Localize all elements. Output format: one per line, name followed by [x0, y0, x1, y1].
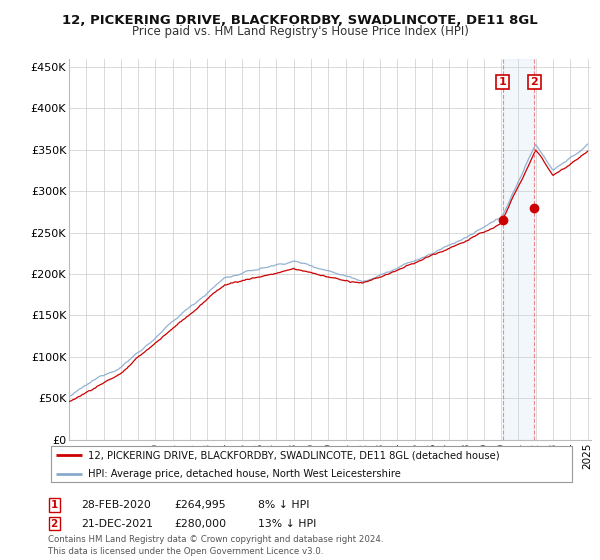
Text: 12, PICKERING DRIVE, BLACKFORDBY, SWADLINCOTE, DE11 8GL (detached house): 12, PICKERING DRIVE, BLACKFORDBY, SWADLI… — [88, 450, 499, 460]
Text: HPI: Average price, detached house, North West Leicestershire: HPI: Average price, detached house, Nort… — [88, 469, 400, 479]
Text: £264,995: £264,995 — [174, 500, 226, 510]
Bar — [503, 59, 534, 440]
Text: 28-FEB-2020: 28-FEB-2020 — [81, 500, 151, 510]
Text: £280,000: £280,000 — [174, 519, 226, 529]
Text: Contains HM Land Registry data © Crown copyright and database right 2024.
This d: Contains HM Land Registry data © Crown c… — [48, 535, 383, 556]
FancyBboxPatch shape — [50, 446, 572, 482]
Text: 13% ↓ HPI: 13% ↓ HPI — [258, 519, 316, 529]
Text: 8% ↓ HPI: 8% ↓ HPI — [258, 500, 310, 510]
Text: 1: 1 — [499, 77, 506, 87]
Text: 21-DEC-2021: 21-DEC-2021 — [81, 519, 153, 529]
Text: 2: 2 — [50, 519, 58, 529]
Text: Price paid vs. HM Land Registry's House Price Index (HPI): Price paid vs. HM Land Registry's House … — [131, 25, 469, 38]
Text: 12, PICKERING DRIVE, BLACKFORDBY, SWADLINCOTE, DE11 8GL: 12, PICKERING DRIVE, BLACKFORDBY, SWADLI… — [62, 14, 538, 27]
Text: 1: 1 — [50, 500, 58, 510]
Text: 2: 2 — [530, 77, 538, 87]
